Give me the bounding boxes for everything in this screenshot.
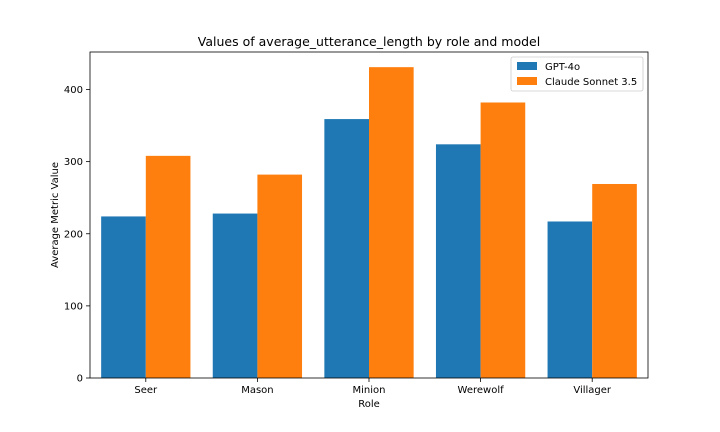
y-tick-label: 400: [64, 85, 83, 96]
bar-claude-sonnet-3-5-villager: [592, 183, 637, 378]
bar-claude-sonnet-3-5-minion: [369, 67, 414, 379]
bar-claude-sonnet-3-5-seer: [145, 155, 191, 378]
y-axis-label: Average Metric Value: [50, 162, 61, 268]
y-tick-label: 200: [64, 229, 83, 240]
legend-label: Claude Sonnet 3.5: [545, 77, 637, 88]
bar-gpt-4o-minion: [324, 119, 369, 378]
legend-label: GPT-4o: [545, 62, 580, 73]
x-tick-label: Villager: [573, 385, 612, 396]
chart-title: Values of average_utterance_length by ro…: [198, 34, 540, 49]
x-tick-label: Minion: [353, 385, 386, 396]
bar-gpt-4o-werewolf: [435, 144, 481, 378]
bar-gpt-4o-mason: [212, 213, 258, 378]
bar-claude-sonnet-3-5-werewolf: [480, 102, 526, 379]
y-tick-label: 300: [64, 157, 83, 168]
y-tick-label: 0: [77, 374, 83, 385]
x-tick-label: Werewolf: [458, 385, 505, 396]
x-axis-label: Role: [358, 399, 380, 410]
plot-area: Seer Mason Minion Werewolf Villager 0 100 200 30…: [64, 51, 649, 396]
legend: GPT-4o Claude Sonnet 3.5: [510, 56, 644, 92]
legend-swatch: [517, 77, 537, 85]
x-tick-label: Seer: [134, 385, 158, 396]
bar-claude-sonnet-3-5-mason: [257, 174, 303, 378]
legend-swatch: [517, 62, 537, 70]
bar-gpt-4o-seer: [101, 216, 146, 378]
x-tick-label: Mason: [241, 385, 273, 396]
y-tick-label: 100: [64, 301, 83, 312]
bar-gpt-4o-villager: [547, 221, 593, 378]
legend-box: [510, 56, 644, 92]
